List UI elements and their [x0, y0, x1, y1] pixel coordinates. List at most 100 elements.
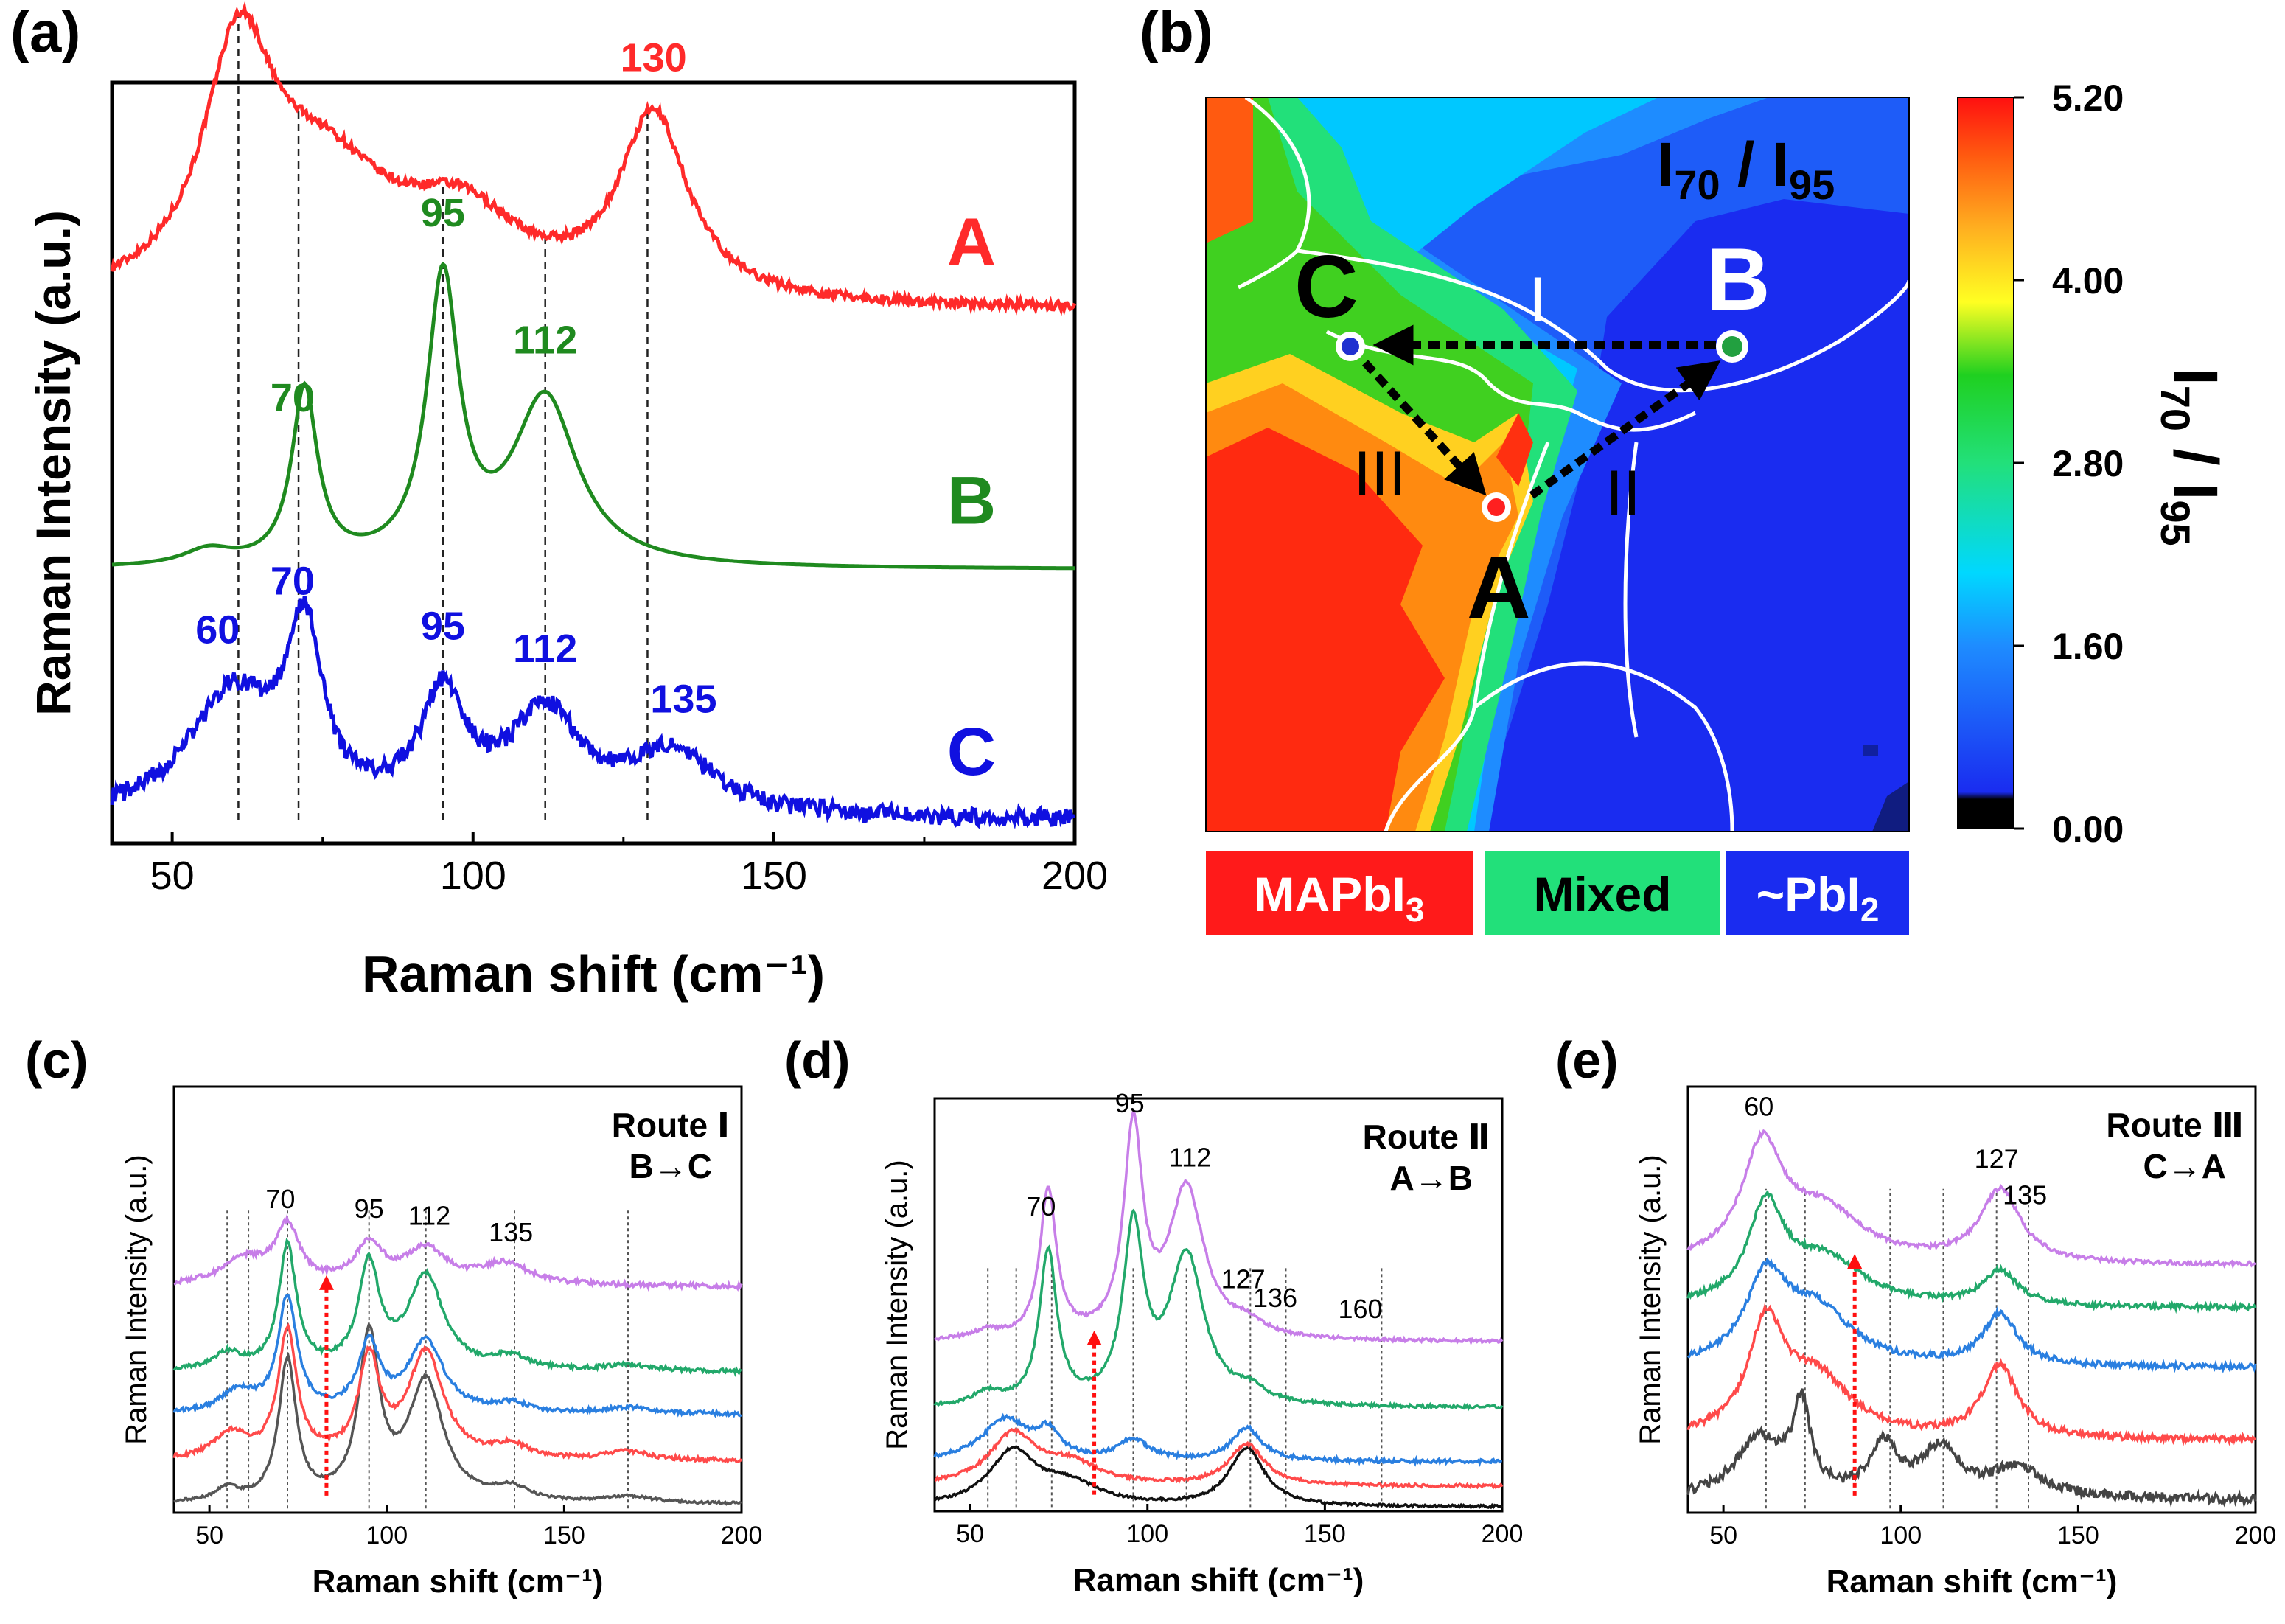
x-tick-label: 100 — [1126, 1520, 1168, 1548]
plot-frame — [110, 80, 1077, 846]
series-s5-line — [1686, 1129, 2256, 1269]
peak-label: 95 — [421, 604, 465, 648]
peak-label: 135 — [650, 677, 716, 721]
x-tick-label: 100 — [1880, 1522, 1922, 1550]
x-tick-label: 50 — [1709, 1522, 1737, 1550]
x-tick-label: 100 — [366, 1522, 408, 1550]
series-C-label: C — [947, 714, 996, 790]
series-s2-line — [934, 1427, 1504, 1490]
peak-annotation: 127 — [1221, 1264, 1266, 1294]
peak-annotation: 60 — [1744, 1091, 1773, 1121]
route-label-ii: II — [1605, 458, 1641, 529]
peak-label: 112 — [513, 627, 577, 671]
svg-text:MAPbI3: MAPbI3 — [1255, 867, 1425, 929]
plot-frame — [1686, 1085, 2257, 1514]
x-tick-label: 150 — [2057, 1522, 2099, 1550]
peak-annotation: 127 — [1975, 1144, 2019, 1174]
series-B-line — [111, 261, 1075, 571]
x-tick-label: 150 — [1304, 1520, 1346, 1548]
point-a[interactable]: A — [1467, 492, 1531, 637]
x-tick-label: 50 — [150, 854, 195, 898]
x-tick-label: 200 — [721, 1522, 763, 1550]
peak-annotation: 135 — [489, 1217, 533, 1247]
x-axis-label: Raman shift (cm⁻¹) — [1827, 1564, 2118, 1600]
x-tick-label: 200 — [1042, 854, 1108, 898]
route-label-i: I — [1529, 265, 1546, 335]
point-c-label: C — [1294, 237, 1358, 336]
panel-d-label: (d) — [784, 1031, 850, 1089]
route-label-iii: III — [1353, 439, 1406, 509]
series-s1-line — [1686, 1388, 2257, 1508]
series-s1-line — [173, 1322, 742, 1506]
point-c[interactable]: C — [1294, 237, 1365, 361]
x-tick-label: 50 — [956, 1520, 984, 1548]
series-s1-line — [933, 1445, 1504, 1510]
series-s3-line — [172, 1293, 742, 1418]
map-frame — [1205, 97, 1910, 832]
series-s2-line — [1686, 1303, 2256, 1447]
peak-annotation: 112 — [408, 1200, 450, 1230]
series-A-label: A — [947, 205, 996, 280]
map-title: I70 / I95 — [1657, 130, 1835, 208]
legend-mapbi3: MAPbI3 — [1206, 851, 1473, 935]
svg-text:Mixed: Mixed — [1533, 867, 1671, 921]
peak-labels: A60130B7095112C607095112135 — [195, 35, 996, 790]
route-title: Route Ⅲ — [2106, 1106, 2244, 1144]
x-tick-label: 150 — [543, 1522, 585, 1550]
x-tick-label: 100 — [440, 854, 506, 898]
peak-annotation: 135 — [2003, 1179, 2047, 1210]
y-axis-label: Raman Intensity (a.u.) — [1634, 1154, 1667, 1445]
route-title: Route Ⅱ — [1363, 1118, 1490, 1156]
svg-text:~PbI2: ~PbI2 — [1757, 867, 1880, 929]
point-b[interactable]: B — [1706, 230, 1771, 363]
peak-label: 70 — [271, 559, 315, 603]
series-s4-line — [172, 1238, 742, 1377]
y-axis-label: Raman Intensity (a.u.) — [26, 210, 80, 716]
route-direction: C→A — [2143, 1147, 2226, 1185]
x-tick-label: 50 — [195, 1522, 223, 1550]
series-A-line — [110, 1, 1077, 317]
legend-pbi2: ~PbI2 — [1726, 851, 1909, 935]
panel-b-label: (b) — [1140, 0, 1213, 64]
peak-annotation: 112 — [1169, 1142, 1211, 1172]
panel-c: (c) 50 100 150 200 70 95 112 135 Route ⅠB→C Raman … — [25, 1031, 762, 1600]
x-tick-label: 200 — [2235, 1522, 2277, 1550]
heatmap — [1206, 97, 1909, 832]
route-title: Route Ⅰ — [612, 1106, 730, 1144]
series-s5-line — [173, 1213, 743, 1292]
colorbar-label: I70 / I95 — [2152, 368, 2230, 546]
x-tick-label: 200 — [1482, 1520, 1524, 1548]
series-s4-line — [1686, 1189, 2257, 1314]
series-B-label: B — [947, 464, 996, 539]
peak-label: 130 — [621, 35, 687, 80]
plot-frame — [933, 1097, 1504, 1513]
peak-annotation: 70 — [1026, 1191, 1056, 1222]
plot-frame — [172, 1085, 743, 1514]
colorbar-tick-label: 5.20 — [2052, 77, 2124, 119]
peak-annotation: 95 — [355, 1193, 384, 1224]
panel-c-label: (c) — [25, 1031, 88, 1089]
colorbar-tick-label: 4.00 — [2052, 260, 2124, 302]
route-direction: B→C — [629, 1147, 712, 1185]
colorbar-tick-label: 2.80 — [2052, 443, 2124, 484]
y-axis-label: Raman Intensity (a.u.) — [881, 1160, 913, 1450]
x-axis: 50 100 150 200 — [150, 832, 1108, 898]
series-s3-line — [933, 1412, 1502, 1467]
x-tick-label: 150 — [741, 854, 807, 898]
peak-label: 60 — [195, 607, 240, 652]
colorbar-ticks: 5.20 4.00 2.80 1.60 0.00 — [2014, 77, 2124, 850]
y-axis-label: Raman Intensity (a.u.) — [120, 1154, 153, 1445]
peak-annotation: 70 — [265, 1184, 295, 1214]
series-s4-line — [933, 1208, 1504, 1412]
panel-b: (b) — [1140, 0, 2230, 935]
colorbar-tick-label: 0.00 — [2052, 809, 2124, 850]
route-direction: A→B — [1390, 1159, 1473, 1197]
peak-label: 70 — [271, 376, 315, 420]
series-s2-line — [172, 1322, 743, 1464]
colorbar — [1957, 97, 2014, 829]
colorbar-tick-label: 1.60 — [2052, 626, 2124, 667]
